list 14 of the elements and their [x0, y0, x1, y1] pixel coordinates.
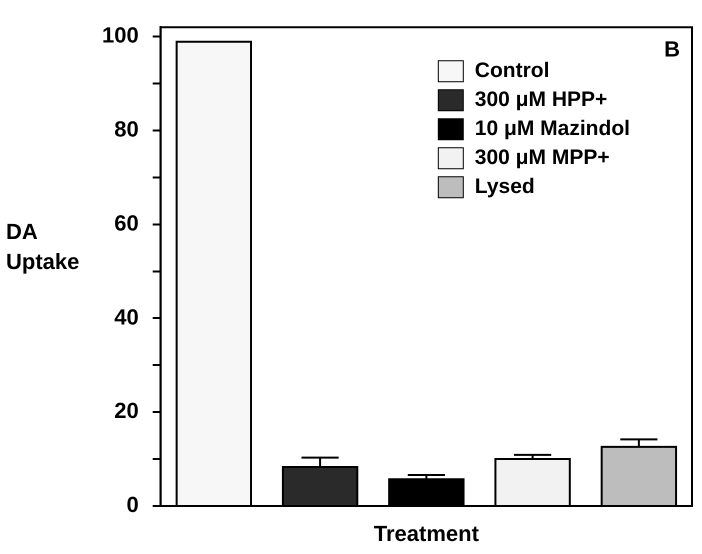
annotation: B — [664, 36, 680, 62]
y-tick-label: 20 — [114, 398, 139, 424]
legend-label: 300 μM HPP+ — [474, 88, 608, 111]
y-tick-label: 60 — [114, 210, 139, 236]
legend-label: 10 μM Mazindol — [474, 116, 630, 140]
y-axis-title: DA Uptake — [6, 218, 80, 274]
y-tick-label: 80 — [114, 116, 139, 142]
y-tick-label: 100 — [102, 22, 139, 48]
x-axis-title: Treatment — [374, 521, 480, 546]
legend-label: 300 μM MPP+ — [474, 146, 610, 169]
y-tick-label: 40 — [114, 304, 139, 330]
legend-label: Control — [474, 58, 550, 82]
legend-label: Lysed — [474, 174, 535, 198]
y-tick-label: 0 — [126, 492, 139, 518]
